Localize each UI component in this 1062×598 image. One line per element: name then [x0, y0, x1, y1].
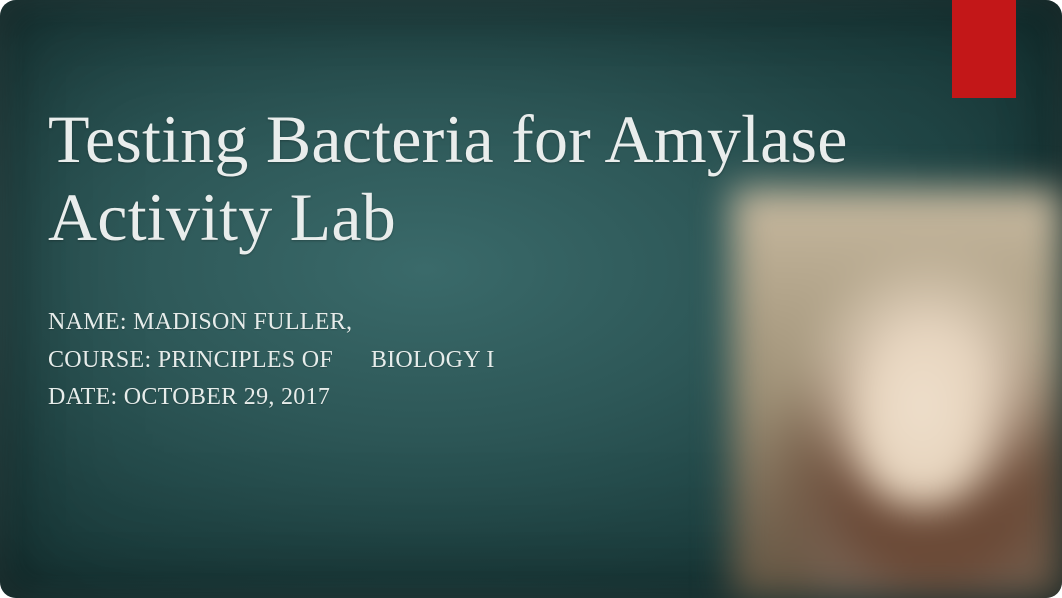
- slide-title: Testing Bacteria for Amylase Activity La…: [48, 100, 1014, 256]
- accent-tab: [952, 0, 1016, 98]
- meta-name: NAME: MADISON FULLER,: [48, 304, 1014, 341]
- slide-content: Testing Bacteria for Amylase Activity La…: [0, 0, 1062, 416]
- presentation-slide: Testing Bacteria for Amylase Activity La…: [0, 0, 1062, 598]
- meta-course: COURSE: PRINCIPLES OF BIOLOGY I: [48, 342, 1014, 379]
- slide-meta: NAME: MADISON FULLER, COURSE: PRINCIPLES…: [48, 304, 1014, 416]
- meta-date: DATE: OCTOBER 29, 2017: [48, 379, 1014, 416]
